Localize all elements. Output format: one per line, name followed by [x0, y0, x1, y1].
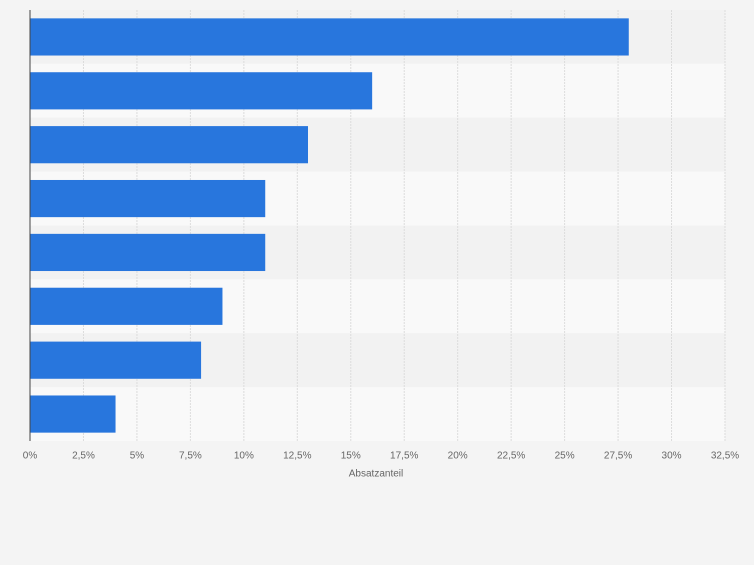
x-tick-label: 17,5% — [390, 451, 418, 462]
x-tick-label: 32,5% — [711, 451, 739, 462]
bar — [30, 395, 116, 433]
bar — [30, 233, 266, 272]
x-tick-label: 22,5% — [497, 451, 525, 462]
x-tick-label: 2,5% — [72, 451, 95, 462]
x-tick-label: 15% — [341, 451, 361, 462]
x-tick-label: 27,5% — [604, 451, 632, 462]
bar — [30, 341, 202, 379]
x-tick-label: 10% — [234, 451, 254, 462]
bar — [30, 126, 308, 164]
bar — [30, 287, 223, 325]
x-tick-label: 20% — [448, 451, 468, 462]
x-tick-label: 7,5% — [179, 451, 202, 462]
x-tick-label: 12,5% — [283, 451, 311, 462]
x-axis-label: Absatzanteil — [349, 469, 403, 480]
x-tick-label: 0% — [23, 451, 38, 462]
bar — [30, 18, 629, 56]
row-background — [30, 387, 725, 441]
x-tick-label: 25% — [555, 451, 575, 462]
x-tick-label: 30% — [662, 451, 682, 462]
bar — [30, 72, 373, 110]
bar — [30, 179, 266, 218]
x-tick-label: 5% — [130, 451, 145, 462]
